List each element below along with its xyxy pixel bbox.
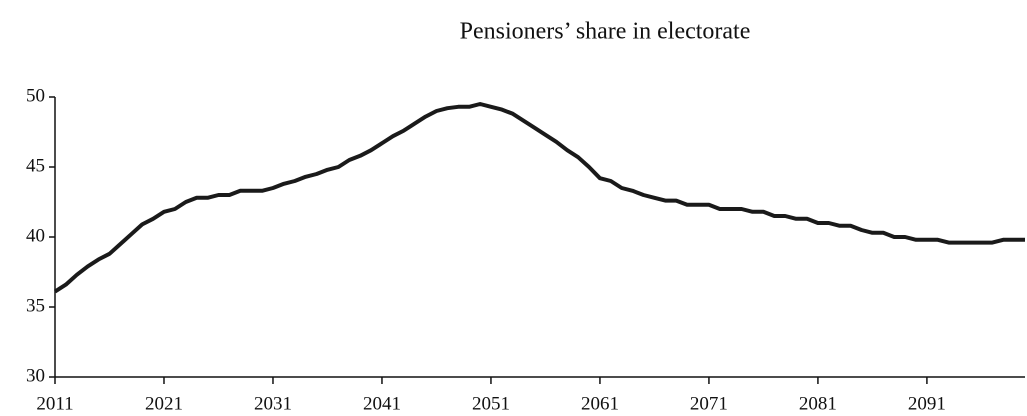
y-tick-label: 45 xyxy=(26,155,45,176)
y-tick-label: 50 xyxy=(26,85,45,106)
x-tick-label: 2021 xyxy=(145,393,183,414)
x-tick-label: 2041 xyxy=(363,393,401,414)
y-tick-label: 35 xyxy=(26,295,45,316)
x-tick-label: 2031 xyxy=(254,393,292,414)
x-tick-label: 2011 xyxy=(36,393,73,414)
x-tick-label: 2091 xyxy=(908,393,946,414)
x-tick-label: 2071 xyxy=(690,393,728,414)
x-tick-label: 2081 xyxy=(799,393,837,414)
x-tick-label: 2061 xyxy=(581,393,619,414)
y-tick-label: 40 xyxy=(26,225,45,246)
line xyxy=(53,102,1025,294)
chart-title: Pensioners’ share in electorate xyxy=(460,19,751,45)
x-tick-label: 2051 xyxy=(472,393,510,414)
y-tick-label: 30 xyxy=(26,365,45,386)
